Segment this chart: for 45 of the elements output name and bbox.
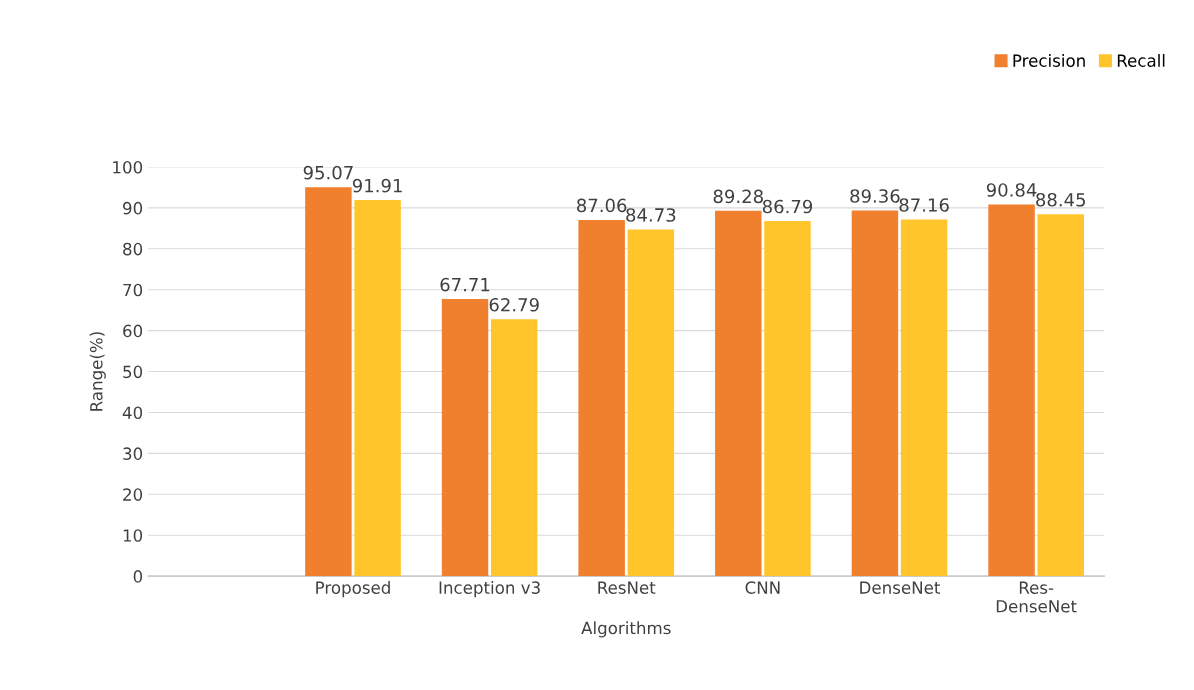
x-tick-label: Proposed [316, 581, 390, 598]
bar [764, 221, 811, 577]
bar [851, 210, 899, 577]
data-label: 86.79 [762, 199, 813, 214]
y-tick-label: 100 [113, 160, 143, 174]
data-label: 95.07 [303, 165, 353, 180]
y-tick-label: 60 [123, 324, 143, 338]
x-axis-title: Algorithms [581, 621, 671, 638]
data-label: 89.36 [850, 189, 900, 203]
y-tick-label: 90 [123, 201, 143, 215]
legend-label: Recall [1117, 54, 1165, 67]
y-tick-label: 30 [123, 447, 143, 460]
data-label: 89.28 [713, 189, 763, 204]
x-tick-label: ResNet [598, 581, 656, 594]
data-label: 84.73 [626, 208, 676, 222]
x-tick-label: Res- DenseNet [996, 581, 1077, 613]
y-tick-label: 0 [133, 570, 143, 583]
bar [627, 229, 675, 577]
bar [305, 187, 352, 577]
y-tick-label: 70 [123, 283, 143, 297]
y-tick-label: 50 [123, 365, 143, 379]
y-axis-title: Range(%) [89, 332, 106, 411]
y-tick-label: 10 [123, 529, 143, 542]
bar [1037, 214, 1084, 577]
bar [900, 219, 948, 577]
legend-label: Precision [1013, 54, 1085, 67]
y-tick-label: 20 [123, 488, 143, 501]
data-label: 87.06 [577, 198, 627, 213]
data-label: 87.16 [899, 198, 949, 212]
bar [354, 200, 401, 577]
data-label: 62.79 [489, 297, 539, 312]
bar [578, 219, 625, 577]
bar [441, 299, 489, 577]
bar [988, 204, 1035, 577]
data-label: 91.91 [352, 178, 402, 193]
bar [715, 210, 762, 577]
data-label: 88.45 [1036, 192, 1085, 207]
x-tick-label: Inception v3 [439, 581, 540, 598]
x-tick-label: CNN [745, 581, 780, 594]
y-tick-label: 80 [123, 242, 143, 256]
bar [490, 319, 538, 577]
data-label: 90.84 [986, 183, 1037, 197]
y-tick-label: 40 [122, 406, 143, 420]
data-label: 67.71 [440, 277, 490, 292]
x-tick-label: DenseNet [860, 581, 941, 594]
